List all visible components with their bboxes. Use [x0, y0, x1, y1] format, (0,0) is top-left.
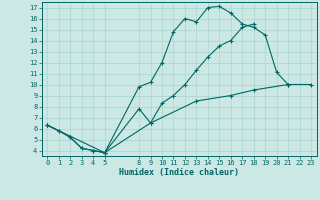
X-axis label: Humidex (Indice chaleur): Humidex (Indice chaleur) — [119, 168, 239, 177]
